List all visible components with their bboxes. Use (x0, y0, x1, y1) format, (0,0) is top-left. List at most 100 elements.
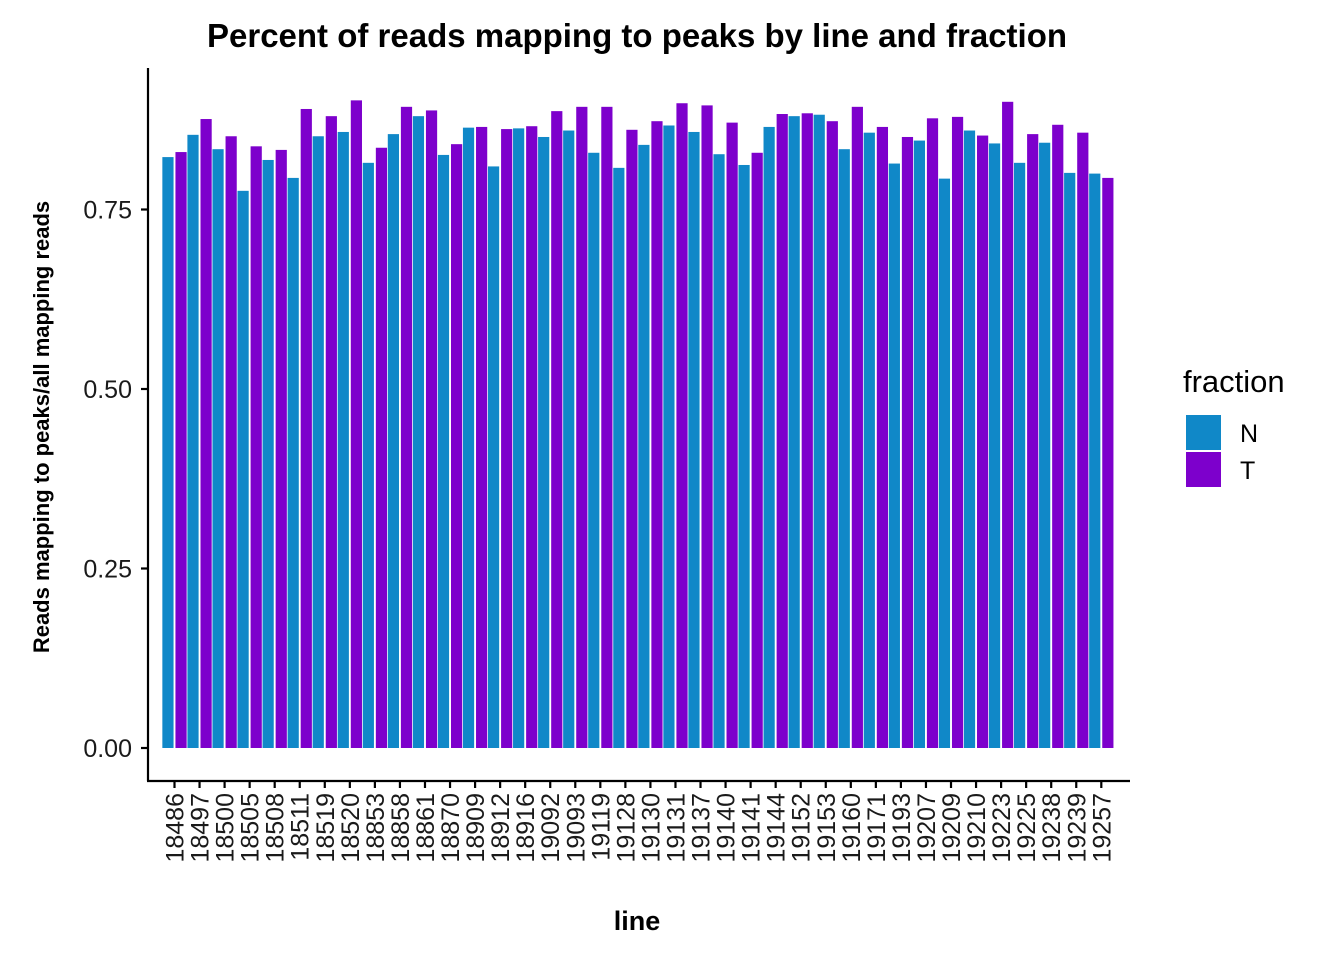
bar-T-18486 (175, 152, 187, 748)
bar-T-19238 (1052, 124, 1064, 748)
bar-T-19193 (901, 136, 914, 749)
x-tick-label: 19093 (562, 793, 590, 863)
legend-label-N: N (1240, 420, 1258, 448)
bar-N-18519 (312, 136, 324, 748)
x-tick-label: 19128 (612, 793, 640, 863)
bar-T-19140 (726, 122, 738, 749)
bar-T-19092 (551, 111, 563, 748)
chart-title: Percent of reads mapping to peaks by lin… (207, 17, 1067, 54)
legend-swatch-T (1186, 452, 1221, 487)
bar-N-19225 (1014, 162, 1026, 748)
x-tick-label: 18486 (162, 793, 190, 863)
bar-N-19119 (588, 152, 600, 748)
bar-T-18861 (425, 110, 438, 749)
bar-T-18497 (200, 119, 212, 748)
x-tick-label: 18500 (212, 793, 240, 863)
bar-T-19128 (626, 129, 638, 749)
x-tick-label: 19152 (788, 793, 816, 863)
x-axis: 1848618497185001850518508185111851918520… (162, 781, 1116, 863)
x-tick-label: 18870 (437, 793, 465, 863)
bar-N-18912 (487, 166, 500, 749)
bar-N-18508 (262, 159, 274, 748)
bar-T-19131 (676, 103, 688, 749)
bar-N-18520 (337, 131, 349, 748)
bar-N-19140 (713, 154, 725, 748)
legend-title: fraction (1183, 364, 1285, 399)
x-tick-label: 18916 (512, 793, 540, 863)
bar-N-19239 (1064, 172, 1076, 748)
bar-T-19137 (701, 105, 713, 748)
bar-N-18500 (212, 149, 224, 748)
bar-T-18912 (501, 129, 513, 748)
bar-N-19171 (863, 132, 875, 749)
bar-T-19141 (751, 152, 763, 748)
series-T (175, 100, 1114, 749)
bar-N-19128 (613, 167, 625, 749)
bar-N-18858 (387, 134, 399, 749)
x-tick-label: 19137 (688, 793, 716, 863)
x-tick-label: 19153 (813, 793, 841, 863)
bar-T-18870 (450, 144, 463, 748)
x-tick-label: 19193 (888, 793, 916, 863)
bar-T-19119 (601, 106, 613, 748)
x-tick-label: 19160 (838, 793, 866, 863)
legend-items: NT (1186, 415, 1258, 487)
bar-N-19137 (688, 131, 700, 748)
x-tick-label: 19238 (1038, 793, 1066, 863)
y-tick-label: 0.50 (83, 376, 132, 404)
x-tick-label: 19210 (963, 793, 991, 863)
bar-N-19131 (663, 125, 675, 749)
legend-swatch-N (1186, 415, 1221, 450)
bar-N-19093 (563, 130, 575, 748)
bar-N-19152 (788, 116, 800, 748)
bar-N-19223 (988, 143, 1001, 748)
x-tick-label: 18858 (387, 793, 415, 863)
bar-N-19160 (838, 149, 850, 748)
bar-N-19257 (1089, 173, 1101, 749)
bar-N-19144 (763, 126, 775, 749)
bar-T-19093 (576, 106, 588, 748)
x-tick-label: 19130 (637, 793, 665, 863)
x-tick-label: 18508 (262, 793, 290, 863)
bar-T-18520 (350, 100, 362, 749)
bar-T-19171 (876, 126, 889, 749)
bar-T-19257 (1102, 177, 1114, 748)
bar-T-19152 (801, 113, 813, 749)
x-tick-label: 19239 (1063, 793, 1091, 863)
bar-T-18511 (300, 108, 312, 749)
bar-N-19209 (938, 178, 951, 748)
bar-T-19144 (776, 114, 788, 748)
bar-T-19210 (977, 135, 989, 749)
bar-T-19207 (926, 118, 939, 748)
x-tick-label: 19092 (537, 793, 565, 863)
bar-N-19153 (813, 114, 825, 749)
bar-N-18497 (187, 134, 199, 748)
x-tick-label: 18505 (237, 793, 265, 863)
bar-T-19130 (651, 121, 663, 748)
bar-T-18519 (325, 116, 337, 748)
x-tick-label: 19223 (988, 793, 1016, 863)
bar-T-19223 (1002, 101, 1014, 749)
bar-N-19193 (888, 163, 900, 749)
bar-T-18508 (275, 149, 287, 748)
bar-T-18505 (250, 146, 262, 748)
x-tick-label: 18912 (487, 793, 515, 863)
x-tick-label: 18519 (312, 793, 340, 863)
bar-N-19210 (963, 130, 976, 748)
bar-N-18909 (462, 127, 475, 748)
x-tick-label: 18520 (337, 793, 365, 863)
bar-N-18505 (237, 190, 249, 748)
x-tick-label: 19257 (1088, 793, 1116, 863)
bar-N-19141 (738, 164, 750, 749)
bar-T-19209 (951, 116, 964, 748)
bar-N-19207 (913, 140, 926, 748)
x-tick-label: 18497 (187, 793, 215, 863)
bar-N-18861 (412, 116, 425, 748)
x-tick-label: 18861 (412, 793, 440, 863)
bar-N-19092 (538, 136, 550, 749)
x-tick-label: 19225 (1013, 793, 1041, 863)
y-tick-label: 0.75 (83, 197, 132, 225)
x-tick-label: 19119 (587, 793, 615, 861)
bar-N-19130 (638, 144, 650, 748)
